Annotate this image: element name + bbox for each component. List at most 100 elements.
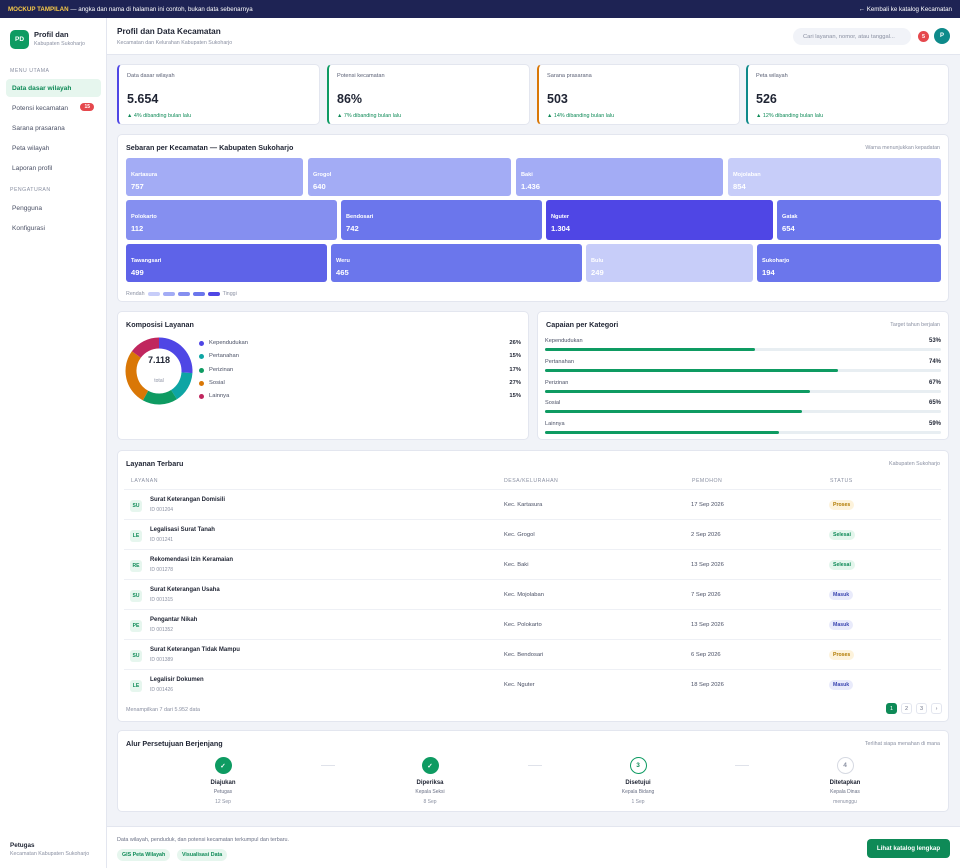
progress-name: Perizinan <box>545 380 569 386</box>
progress-name: Sosial <box>545 400 561 406</box>
table-row[interactable]: LE Legalisir Dokumen ID 001426 Kec. Nguter 1… <box>124 669 941 699</box>
page-header: Profil dan Data Kecamatan Kecamatan dan … <box>107 18 960 55</box>
legend-low-label: Rendah <box>126 291 145 297</box>
legend-dot <box>199 380 204 386</box>
column-header-layanan[interactable]: LAYANAN <box>131 478 158 484</box>
step-connector <box>321 765 335 766</box>
table-row[interactable]: SU Surat Keterangan Domisili ID 001204 Kec.… <box>124 489 941 519</box>
step-role: Kepala Dinas <box>830 789 860 795</box>
step-date: 1 Sep <box>631 799 645 805</box>
step-role: Kepala Seksi <box>415 789 445 795</box>
tile-value: 1.304 <box>551 224 571 233</box>
service-initials: PE <box>130 620 142 632</box>
tile-name: Tawangsari <box>131 258 162 264</box>
progress-fill <box>545 431 779 434</box>
tile-sukoharjo[interactable]: Sukoharjo 194 <box>757 244 941 282</box>
tile-value: 854 <box>733 182 746 191</box>
composition-title: Komposisi Layanan <box>126 320 194 329</box>
tile-name: Grogol <box>313 172 332 178</box>
user-avatar[interactable]: P <box>934 28 950 44</box>
view-catalog-button[interactable]: Lihat katalog lengkap <box>867 839 950 858</box>
achievement-card: Capaian per Kategori Target tahun berjal… <box>537 311 949 440</box>
donut-total: 7.118 <box>147 355 171 365</box>
service-date: 2 Sep 2026 <box>691 532 721 538</box>
next-page-button[interactable]: › <box>931 703 942 714</box>
banner-tag: MOCKUP TAMPILAN <box>8 5 69 13</box>
tile-name: Polokarto <box>131 214 157 220</box>
step-name: Ditetapkan <box>829 780 861 786</box>
treemap-title: Sebaran per Kecamatan — Kabupaten Sukoha… <box>126 143 294 152</box>
status-badge: Masuk <box>829 590 854 600</box>
sidebar-item-sarana[interactable]: Sarana prasarana <box>6 119 101 137</box>
sidebar-item-potensi[interactable]: Potensi kecamatan 15 <box>6 99 101 117</box>
footer-text: Data wilayah, penduduk, dan potensi keca… <box>117 837 290 843</box>
column-header-desa[interactable]: DESA/KELURAHAN <box>504 478 559 484</box>
gis-chip[interactable]: GIS Peta Wilayah <box>117 849 171 861</box>
mockup-banner: MOCKUP TAMPILAN — angka dan nama di hala… <box>0 0 960 18</box>
stat-value: 86% <box>337 92 363 106</box>
notification-badge[interactable]: 5 <box>918 31 929 42</box>
tile-name: Nguter <box>551 214 570 220</box>
column-header-status[interactable]: STATUS <box>830 478 853 484</box>
sidebar-item-pengguna[interactable]: Pengguna <box>6 199 101 217</box>
search-input[interactable]: Cari layanan, nomor, atau tanggal... <box>793 28 911 45</box>
tile-grogol[interactable]: Grogol 640 <box>308 158 511 196</box>
count-badge: 15 <box>80 103 94 111</box>
tile-weru[interactable]: Weru 465 <box>331 244 582 282</box>
service-initials: RE <box>130 560 142 572</box>
table-row[interactable]: RE Rekomendasi Izin Keramaian ID 001278 Kec… <box>124 549 941 579</box>
status-badge: Masuk <box>829 680 854 690</box>
sidebar-item-laporan[interactable]: Laporan profil <box>6 159 101 177</box>
tile-mojolaban[interactable]: Mojolaban 854 <box>728 158 941 196</box>
progress-track <box>545 410 941 413</box>
page-footer: Data wilayah, penduduk, dan potensi keca… <box>107 826 960 868</box>
stat-value: 526 <box>756 92 777 106</box>
progress-percent: 65% <box>928 400 941 406</box>
progress-item: Lainnya 59% <box>545 421 941 434</box>
sidebar-item-konfigurasi[interactable]: Konfigurasi <box>6 219 101 237</box>
tile-kartasura[interactable]: Kartasura 757 <box>126 158 303 196</box>
service-id: ID 001426 <box>150 687 174 693</box>
tile-nguter[interactable]: Nguter 1.304 <box>546 200 773 240</box>
column-header-pemohon[interactable]: PEMOHON <box>692 478 723 484</box>
table-row[interactable]: PE Pengantar Nikah ID 001352 Kec. Polokarto… <box>124 609 941 639</box>
stat-card-peta[interactable]: Peta wilayah 526 ▲ 12% dibanding bulan l… <box>746 64 949 125</box>
visualization-chip[interactable]: Visualisasi Data <box>177 849 228 861</box>
service-desa: Kec. Mojolaban <box>504 592 544 598</box>
legend-swatch <box>147 292 160 296</box>
tile-gatak[interactable]: Gatak 654 <box>777 200 941 240</box>
sidebar-item-data-dasar[interactable]: Data dasar wilayah <box>6 79 101 97</box>
tile-baki[interactable]: Baki 1.436 <box>516 158 723 196</box>
sidebar-item-peta[interactable]: Peta wilayah <box>6 139 101 157</box>
stat-label: Sarana prasarana <box>547 73 592 79</box>
approval-card: Alur Persetujuan Berjenjang Terlihat sia… <box>117 730 949 812</box>
approval-step: 3 Disetujui Kepala Bidang 1 Sep <box>588 757 688 805</box>
stat-delta: ▲ 12% dibanding bulan lalu <box>756 113 824 119</box>
table-row[interactable]: SU Surat Keterangan Tidak Mampu ID 001389 K… <box>124 639 941 669</box>
page-1-button[interactable]: 1 <box>886 703 897 714</box>
service-title: Legalisasi Surat Tanah <box>150 527 215 533</box>
back-to-catalog-link[interactable]: ← Kembali ke katalog Kecamatan <box>858 5 952 13</box>
legend-percent: 26% <box>509 340 521 346</box>
tile-tawangsari[interactable]: Tawangsari 499 <box>126 244 327 282</box>
stat-value: 503 <box>547 92 568 106</box>
legend-name: Kependudukan <box>209 340 249 346</box>
page-2-button[interactable]: 2 <box>901 703 912 714</box>
service-date: 7 Sep 2026 <box>691 592 721 598</box>
tile-bulu[interactable]: Bulu 249 <box>586 244 753 282</box>
donut-total-label: total <box>154 378 164 384</box>
legend-swatch <box>192 292 205 296</box>
achievement-title: Capaian per Kategori <box>546 320 619 329</box>
stat-card-potensi[interactable]: Potensi kecamatan 86% ▲ 7% dibanding bul… <box>327 64 530 125</box>
approval-title: Alur Persetujuan Berjenjang <box>126 739 223 748</box>
stat-card-data-dasar[interactable]: Data dasar wilayah 5.654 ▲ 4% dibanding … <box>117 64 320 125</box>
progress-item: Perizinan 67% <box>545 380 941 393</box>
page-3-button[interactable]: 3 <box>916 703 927 714</box>
table-row[interactable]: SU Surat Keterangan Usaha ID 001315 Kec. Mo… <box>124 579 941 609</box>
tile-value: 499 <box>131 268 144 277</box>
tile-bendosari[interactable]: Bendosari 742 <box>341 200 542 240</box>
tile-polokarto[interactable]: Polokarto 112 <box>126 200 337 240</box>
step-name: Disetujui <box>625 780 651 786</box>
stat-card-sarana[interactable]: Sarana prasarana 503 ▲ 14% dibanding bul… <box>537 64 740 125</box>
table-row[interactable]: LE Legalisasi Surat Tanah ID 001241 Kec. Gr… <box>124 519 941 549</box>
